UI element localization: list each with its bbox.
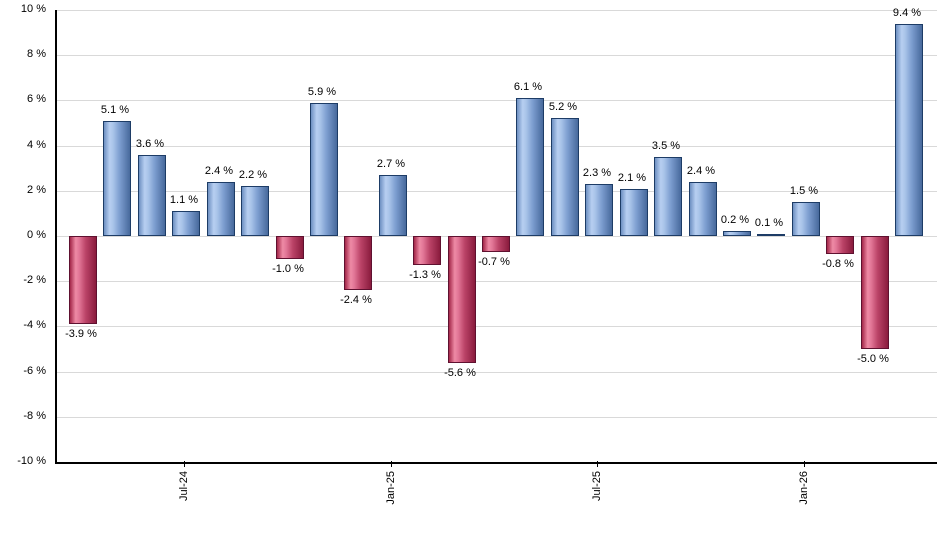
- bar-value-label: -5.6 %: [444, 367, 476, 379]
- gridline: [57, 326, 937, 327]
- x-axis-tick: [597, 461, 598, 467]
- bar-value-label: 2.4 %: [204, 165, 234, 177]
- bar-value-label: 1.5 %: [789, 185, 819, 197]
- bar-value-label: -1.3 %: [409, 269, 441, 281]
- y-axis-tick-label: -4 %: [23, 319, 46, 331]
- gridline: [57, 100, 937, 101]
- x-axis-tick-label: Jan-25: [385, 471, 397, 505]
- bar-value-label: 5.1 %: [100, 104, 130, 116]
- bar-value-label: -3.9 %: [65, 328, 97, 340]
- plot-area: [55, 10, 937, 464]
- bar-value-label: 5.9 %: [307, 86, 337, 98]
- y-axis-tick-label: 0 %: [27, 229, 46, 241]
- bar-value-label: 0.1 %: [754, 217, 784, 229]
- y-axis-tick-label: 4 %: [27, 139, 46, 151]
- bar-negative: [69, 236, 97, 324]
- gridline: [57, 417, 937, 418]
- bar-positive: [516, 98, 544, 236]
- bar-positive: [689, 182, 717, 236]
- bar-positive: [895, 24, 923, 236]
- bar-value-label: 5.2 %: [548, 101, 578, 113]
- gridline: [57, 191, 937, 192]
- bar-positive: [310, 103, 338, 236]
- bar-value-label: 2.1 %: [617, 172, 647, 184]
- bar-positive: [757, 234, 785, 236]
- x-axis-tick: [184, 461, 185, 467]
- bar-negative: [413, 236, 441, 265]
- bar-positive: [654, 157, 682, 236]
- bar-value-label: 2.4 %: [686, 165, 716, 177]
- x-axis-tick-label: Jul-24: [178, 471, 190, 501]
- bar-value-label: -2.4 %: [340, 294, 372, 306]
- bar-value-label: -5.0 %: [857, 353, 889, 365]
- bar-value-label: -0.7 %: [478, 256, 510, 268]
- bar-value-label: 3.6 %: [135, 138, 165, 150]
- y-axis-tick-label: -6 %: [23, 365, 46, 377]
- bar-positive: [379, 175, 407, 236]
- bar-negative: [276, 236, 304, 259]
- bar-positive: [207, 182, 235, 236]
- y-axis-tick-label: 8 %: [27, 48, 46, 60]
- y-axis-tick-label: 10 %: [20, 3, 46, 15]
- bar-value-label: 1.1 %: [169, 194, 199, 206]
- bar-negative: [482, 236, 510, 252]
- bar-value-label: -1.0 %: [272, 263, 304, 275]
- gridline: [57, 146, 937, 147]
- x-axis-tick-label: Jul-25: [591, 471, 603, 501]
- x-axis-tick: [804, 461, 805, 467]
- bar-positive: [585, 184, 613, 236]
- bar-positive: [172, 211, 200, 236]
- bar-negative: [861, 236, 889, 349]
- bar-value-label: 2.7 %: [376, 158, 406, 170]
- bar-positive: [103, 121, 131, 236]
- bar-value-label: 2.3 %: [582, 167, 612, 179]
- bar-value-label: -0.8 %: [822, 258, 854, 270]
- gridline: [57, 281, 937, 282]
- bar-value-label: 9.4 %: [892, 7, 922, 19]
- y-axis-tick-label: -10 %: [17, 455, 46, 467]
- bar-positive: [620, 189, 648, 236]
- y-axis-tick-label: 2 %: [27, 184, 46, 196]
- y-axis-tick-label: -2 %: [23, 274, 46, 286]
- bar-value-label: 0.2 %: [720, 214, 750, 226]
- y-axis-tick-label: 6 %: [27, 93, 46, 105]
- bar-positive: [551, 118, 579, 236]
- bar-value-label: 2.2 %: [238, 169, 268, 181]
- x-axis-tick-label: Jan-26: [798, 471, 810, 505]
- bar-negative: [826, 236, 854, 254]
- y-axis-tick-label: -8 %: [23, 410, 46, 422]
- bar-value-label: 3.5 %: [651, 140, 681, 152]
- x-axis-tick: [391, 461, 392, 467]
- bar-positive: [723, 231, 751, 236]
- bar-positive: [241, 186, 269, 236]
- gridline: [57, 372, 937, 373]
- gridline: [57, 10, 937, 11]
- bar-negative: [344, 236, 372, 290]
- bar-value-label: 6.1 %: [513, 81, 543, 93]
- gridline: [57, 55, 937, 56]
- bar-positive: [138, 155, 166, 236]
- bar-negative: [448, 236, 476, 363]
- bar-positive: [792, 202, 820, 236]
